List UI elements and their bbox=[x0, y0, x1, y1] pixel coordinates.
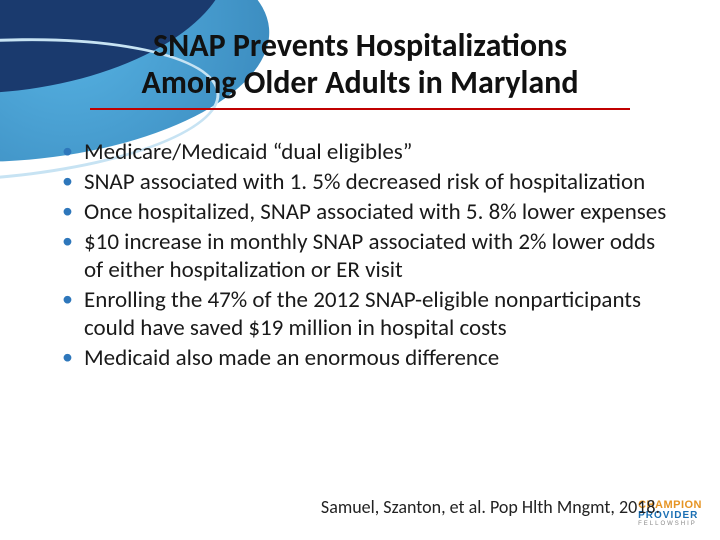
bullet-text: Medicaid also made an enormous differenc… bbox=[84, 344, 499, 372]
bullet-item: Enrolling the 47% of the 2012 SNAP-eligi… bbox=[62, 286, 670, 342]
bullet-text: Medicare/Medicaid “dual eligibles” bbox=[84, 138, 412, 166]
title-line-1: SNAP Prevents Hospitalizations bbox=[0, 28, 720, 65]
bullet-item: Medicare/Medicaid “dual eligibles” bbox=[62, 138, 670, 166]
logo-line-small: FELLOWSHIP bbox=[638, 521, 702, 528]
slide-container: SNAP Prevents Hospitalizations Among Old… bbox=[0, 0, 720, 540]
citation-text: Samuel, Szanton, et al. Pop Hlth Mngmt, … bbox=[321, 496, 660, 518]
bullet-text: $10 increase in monthly SNAP associated … bbox=[84, 228, 655, 284]
bullet-text: SNAP associated with 1. 5% decreased ris… bbox=[84, 168, 645, 196]
bullet-text: Enrolling the 47% of the 2012 SNAP-eligi… bbox=[84, 286, 641, 342]
bullet-item: $10 increase in monthly SNAP associated … bbox=[62, 228, 670, 284]
bullet-item: SNAP associated with 1. 5% decreased ris… bbox=[62, 168, 670, 196]
title-line-2: Among Older Adults in Maryland bbox=[0, 65, 720, 102]
slide-title: SNAP Prevents Hospitalizations Among Old… bbox=[0, 0, 720, 110]
bullet-list: Medicare/Medicaid “dual eligibles” SNAP … bbox=[0, 110, 720, 372]
bullet-item: Medicaid also made an enormous differenc… bbox=[62, 344, 670, 372]
bullet-item: Once hospitalized, SNAP associated with … bbox=[62, 198, 670, 226]
bullet-text: Once hospitalized, SNAP associated with … bbox=[84, 198, 666, 226]
